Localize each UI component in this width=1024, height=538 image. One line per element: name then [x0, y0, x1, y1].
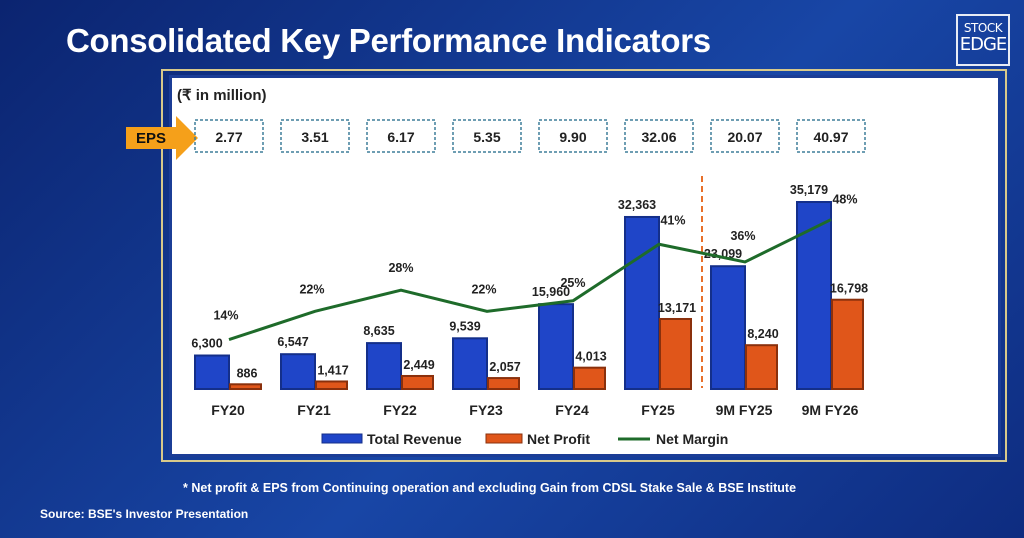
eps-value: 5.35: [473, 129, 500, 145]
profit-bar: [229, 383, 262, 390]
revenue-bar: [710, 265, 746, 391]
legend-label-profit: Net Profit: [527, 431, 590, 447]
margin-label: 41%: [660, 213, 685, 227]
profit-bar: [401, 374, 434, 391]
profit-label: 886: [237, 366, 258, 380]
footnote: * Net profit & EPS from Continuing opera…: [183, 481, 797, 495]
revenue-bar: [366, 342, 402, 391]
profit-label: 16,798: [830, 282, 868, 296]
margin-label: 14%: [213, 309, 238, 323]
stockedge-logo: STOCK EDGE: [956, 14, 1010, 66]
page-title: Consolidated Key Performance Indicators: [66, 22, 711, 59]
eps-value: 3.51: [301, 129, 328, 145]
margin-label: 22%: [299, 282, 324, 296]
profit-bar: [573, 366, 606, 391]
profit-label: 4,013: [575, 350, 606, 364]
net-margin-line: [228, 218, 832, 342]
revenue-bar: [452, 337, 488, 391]
revenue-bar: [538, 303, 574, 391]
chart-panel: [169, 75, 1001, 457]
eps-value: 20.07: [727, 129, 762, 145]
x-tick-label: FY21: [297, 402, 331, 418]
unit-label: (₹ in million): [177, 87, 267, 104]
revenue-label: 8,635: [363, 324, 394, 338]
x-tick-label: FY20: [211, 402, 245, 418]
revenue-label: 6,300: [191, 337, 222, 351]
profit-label: 2,057: [489, 360, 520, 374]
eps-value: 32.06: [641, 129, 676, 145]
eps-value: 6.17: [387, 129, 414, 145]
x-tick-label: FY22: [383, 402, 417, 418]
profit-bar: [831, 298, 864, 391]
profit-bar: [659, 317, 692, 391]
profit-label: 13,171: [658, 301, 696, 315]
margin-label: 36%: [730, 229, 755, 243]
profit-bar: [487, 377, 520, 391]
revenue-label: 23,099: [704, 247, 742, 261]
profit-bar: [315, 380, 348, 390]
eps-arrow-icon: [126, 116, 198, 160]
revenue-label: 6,547: [277, 335, 308, 349]
margin-label: 48%: [832, 193, 857, 207]
chart-frame: [161, 69, 1007, 462]
margin-label: 25%: [560, 276, 585, 290]
eps-label: EPS: [136, 130, 166, 147]
source-note: Source: BSE's Investor Presentation: [40, 507, 249, 521]
margin-label: 22%: [471, 282, 496, 296]
x-tick-label: 9M FY25: [716, 402, 773, 418]
legend-swatch-revenue: [321, 433, 363, 444]
x-tick-label: 9M FY26: [802, 402, 859, 418]
revenue-label: 35,179: [790, 183, 828, 197]
eps-value: 9.90: [559, 129, 586, 145]
margin-label: 28%: [388, 261, 413, 275]
profit-label: 1,417: [317, 363, 348, 377]
revenue-bar: [194, 354, 230, 390]
revenue-label: 9,539: [449, 319, 480, 333]
eps-value: 2.77: [215, 129, 242, 145]
legend-label-revenue: Total Revenue: [367, 431, 462, 447]
eps-value: 40.97: [813, 129, 848, 145]
x-tick-label: FY23: [469, 402, 503, 418]
profit-label: 8,240: [747, 327, 778, 341]
revenue-bar: [796, 201, 832, 390]
x-tick-label: FY24: [555, 402, 589, 418]
revenue-bar: [280, 353, 316, 391]
revenue-label: 15,960: [532, 285, 570, 299]
legend-label-margin: Net Margin: [656, 431, 728, 447]
revenue-label: 32,363: [618, 198, 656, 212]
profit-label: 2,449: [403, 358, 434, 372]
legend-swatch-profit: [485, 433, 523, 444]
profit-bar: [745, 344, 778, 391]
revenue-bar: [624, 215, 660, 390]
x-tick-label: FY25: [641, 402, 675, 418]
